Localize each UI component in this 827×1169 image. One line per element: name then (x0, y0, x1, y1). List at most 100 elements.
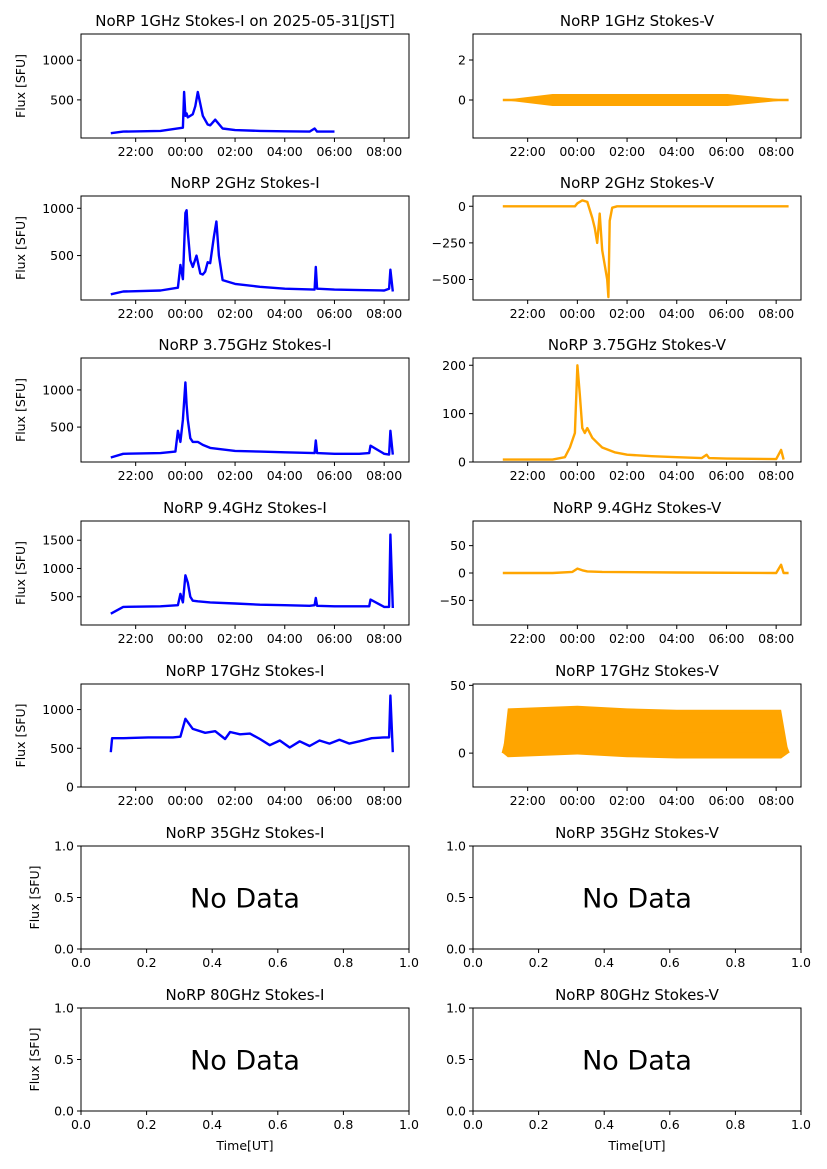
y-tick-label: 0 (458, 566, 466, 581)
y-axis-label: Flux [SFU] (13, 704, 28, 768)
series-line-0 (502, 563, 789, 575)
x-tick-label: 02:00 (217, 144, 253, 159)
subplot-i-0: NoRP 1GHz Stokes-I on 2025-05-31[JST] 22:… (13, 12, 410, 159)
y-tick-label: 1.0 (446, 839, 466, 854)
y-tick-label: 1000 (42, 561, 74, 576)
series-line-0 (110, 381, 394, 459)
y-axis-label: Flux [SFU] (13, 216, 28, 280)
x-tick-label: 00:00 (167, 306, 203, 321)
axes-frame (80, 520, 410, 626)
x-tick-label: 00:00 (559, 306, 595, 321)
x-tick-label: 0.8 (333, 955, 353, 970)
y-tick-label: 1500 (42, 533, 74, 548)
x-tick-label: 22:00 (510, 144, 546, 159)
x-axis-label: Time[UT] (215, 1138, 273, 1153)
x-tick-label: 08:00 (758, 468, 794, 483)
subplot-i-1: NoRP 2GHz Stokes-I 22:00 00:00 02:00 04:00 06… (13, 174, 410, 321)
x-tick-label: 04:00 (659, 468, 695, 483)
y-axis-label: Flux [SFU] (13, 378, 28, 442)
y-tick-label: 0 (66, 780, 74, 795)
x-tick-label: 0.0 (463, 1117, 483, 1132)
y-tick-label: 100 (442, 406, 466, 421)
plot-title: NoRP 35GHz Stokes-I (166, 824, 325, 842)
axes-frame (80, 195, 410, 301)
x-tick-label: 00:00 (167, 144, 203, 159)
y-tick-label: 500 (50, 92, 74, 107)
subplot-v-0: NoRP 1GHz Stokes-V 22:00 00:00 02:00 04:00 06… (458, 12, 802, 159)
x-tick-label: 22:00 (118, 631, 154, 646)
series-line-0 (110, 90, 335, 135)
x-tick-label: 02:00 (609, 793, 645, 808)
x-tick-label: 22:00 (510, 468, 546, 483)
y-tick-label: 200 (442, 358, 466, 373)
plot-title: NoRP 2GHz Stokes-V (560, 174, 715, 192)
x-tick-label: 0.8 (725, 955, 745, 970)
series-line-0 (109, 694, 394, 753)
y-tick-label: 0 (458, 746, 466, 761)
axes-frame (80, 357, 410, 463)
x-tick-label: 02:00 (609, 468, 645, 483)
x-tick-label: 08:00 (758, 306, 794, 321)
x-tick-label: 08:00 (758, 144, 794, 159)
x-tick-label: 06:00 (316, 793, 352, 808)
x-tick-label: 0.8 (333, 1117, 353, 1132)
y-tick-label: 50 (450, 678, 466, 693)
x-tick-label: 0.2 (529, 1117, 549, 1132)
plot-title: NoRP 3.75GHz Stokes-I (158, 336, 331, 354)
x-tick-label: 04:00 (659, 631, 695, 646)
y-tick-label: 50 (450, 538, 466, 553)
y-tick-label: 1000 (42, 53, 74, 68)
x-tick-label: 02:00 (609, 306, 645, 321)
x-tick-label: 02:00 (609, 144, 645, 159)
y-tick-label: −50 (440, 593, 466, 608)
x-tick-label: 06:00 (708, 793, 744, 808)
x-tick-label: 02:00 (217, 631, 253, 646)
x-tick-label: 00:00 (559, 144, 595, 159)
x-tick-label: 00:00 (167, 631, 203, 646)
x-tick-label: 1.0 (399, 955, 419, 970)
x-tick-label: 22:00 (510, 306, 546, 321)
y-tick-label: −500 (432, 272, 466, 287)
y-axis-label: Flux [SFU] (13, 541, 28, 605)
no-data-label: No Data (582, 884, 692, 915)
y-axis-label: Flux [SFU] (27, 866, 42, 930)
x-tick-label: 0.6 (268, 1117, 288, 1132)
subplot-v-3: NoRP 9.4GHz Stokes-V 22:00 00:00 02:00 04:00… (440, 499, 802, 646)
x-tick-label: 00:00 (559, 631, 595, 646)
x-tick-label: 0.4 (202, 955, 222, 970)
axes-frame (472, 683, 802, 788)
y-tick-label: 0 (458, 199, 466, 214)
x-tick-label: 04:00 (267, 793, 303, 808)
subplot-i-6: NoRP 80GHz Stokes-I No Data 0.0 0.2 0.4 0.6 0.… (27, 986, 419, 1153)
y-tick-label: 500 (50, 741, 74, 756)
x-tick-label: 06:00 (316, 144, 352, 159)
y-tick-label: 0 (458, 455, 466, 470)
subplot-v-4: NoRP 17GHz Stokes-V 22:00 00:00 02:00 04:00 0… (450, 662, 802, 808)
y-tick-label: 500 (50, 420, 74, 435)
axes-frame (472, 357, 802, 463)
x-tick-label: 02:00 (217, 793, 253, 808)
x-tick-label: 06:00 (708, 144, 744, 159)
x-tick-label: 0.6 (268, 955, 288, 970)
y-tick-label: 0.5 (54, 1052, 74, 1067)
x-tick-label: 08:00 (366, 468, 402, 483)
x-tick-label: 22:00 (118, 468, 154, 483)
subplot-v-2: NoRP 3.75GHz Stokes-V 22:00 00:00 02:00 04:0… (442, 336, 802, 483)
x-tick-label: 08:00 (366, 306, 402, 321)
x-tick-label: 00:00 (559, 793, 595, 808)
subplot-v-6: NoRP 80GHz Stokes-V No Data 0.0 0.2 0.4 0.6 0.… (446, 986, 811, 1153)
y-tick-label: 1.0 (446, 1001, 466, 1016)
plot-title: NoRP 17GHz Stokes-I (166, 662, 325, 680)
x-tick-label: 02:00 (217, 306, 253, 321)
x-tick-label: 04:00 (659, 793, 695, 808)
y-tick-label: 1000 (42, 382, 74, 397)
x-tick-label: 1.0 (791, 955, 811, 970)
x-tick-label: 22:00 (510, 631, 546, 646)
x-tick-label: 00:00 (167, 468, 203, 483)
y-tick-label: 1.0 (54, 839, 74, 854)
x-tick-label: 0.2 (137, 955, 157, 970)
y-tick-label: 0.0 (54, 1104, 74, 1119)
x-tick-label: 0.0 (463, 955, 483, 970)
